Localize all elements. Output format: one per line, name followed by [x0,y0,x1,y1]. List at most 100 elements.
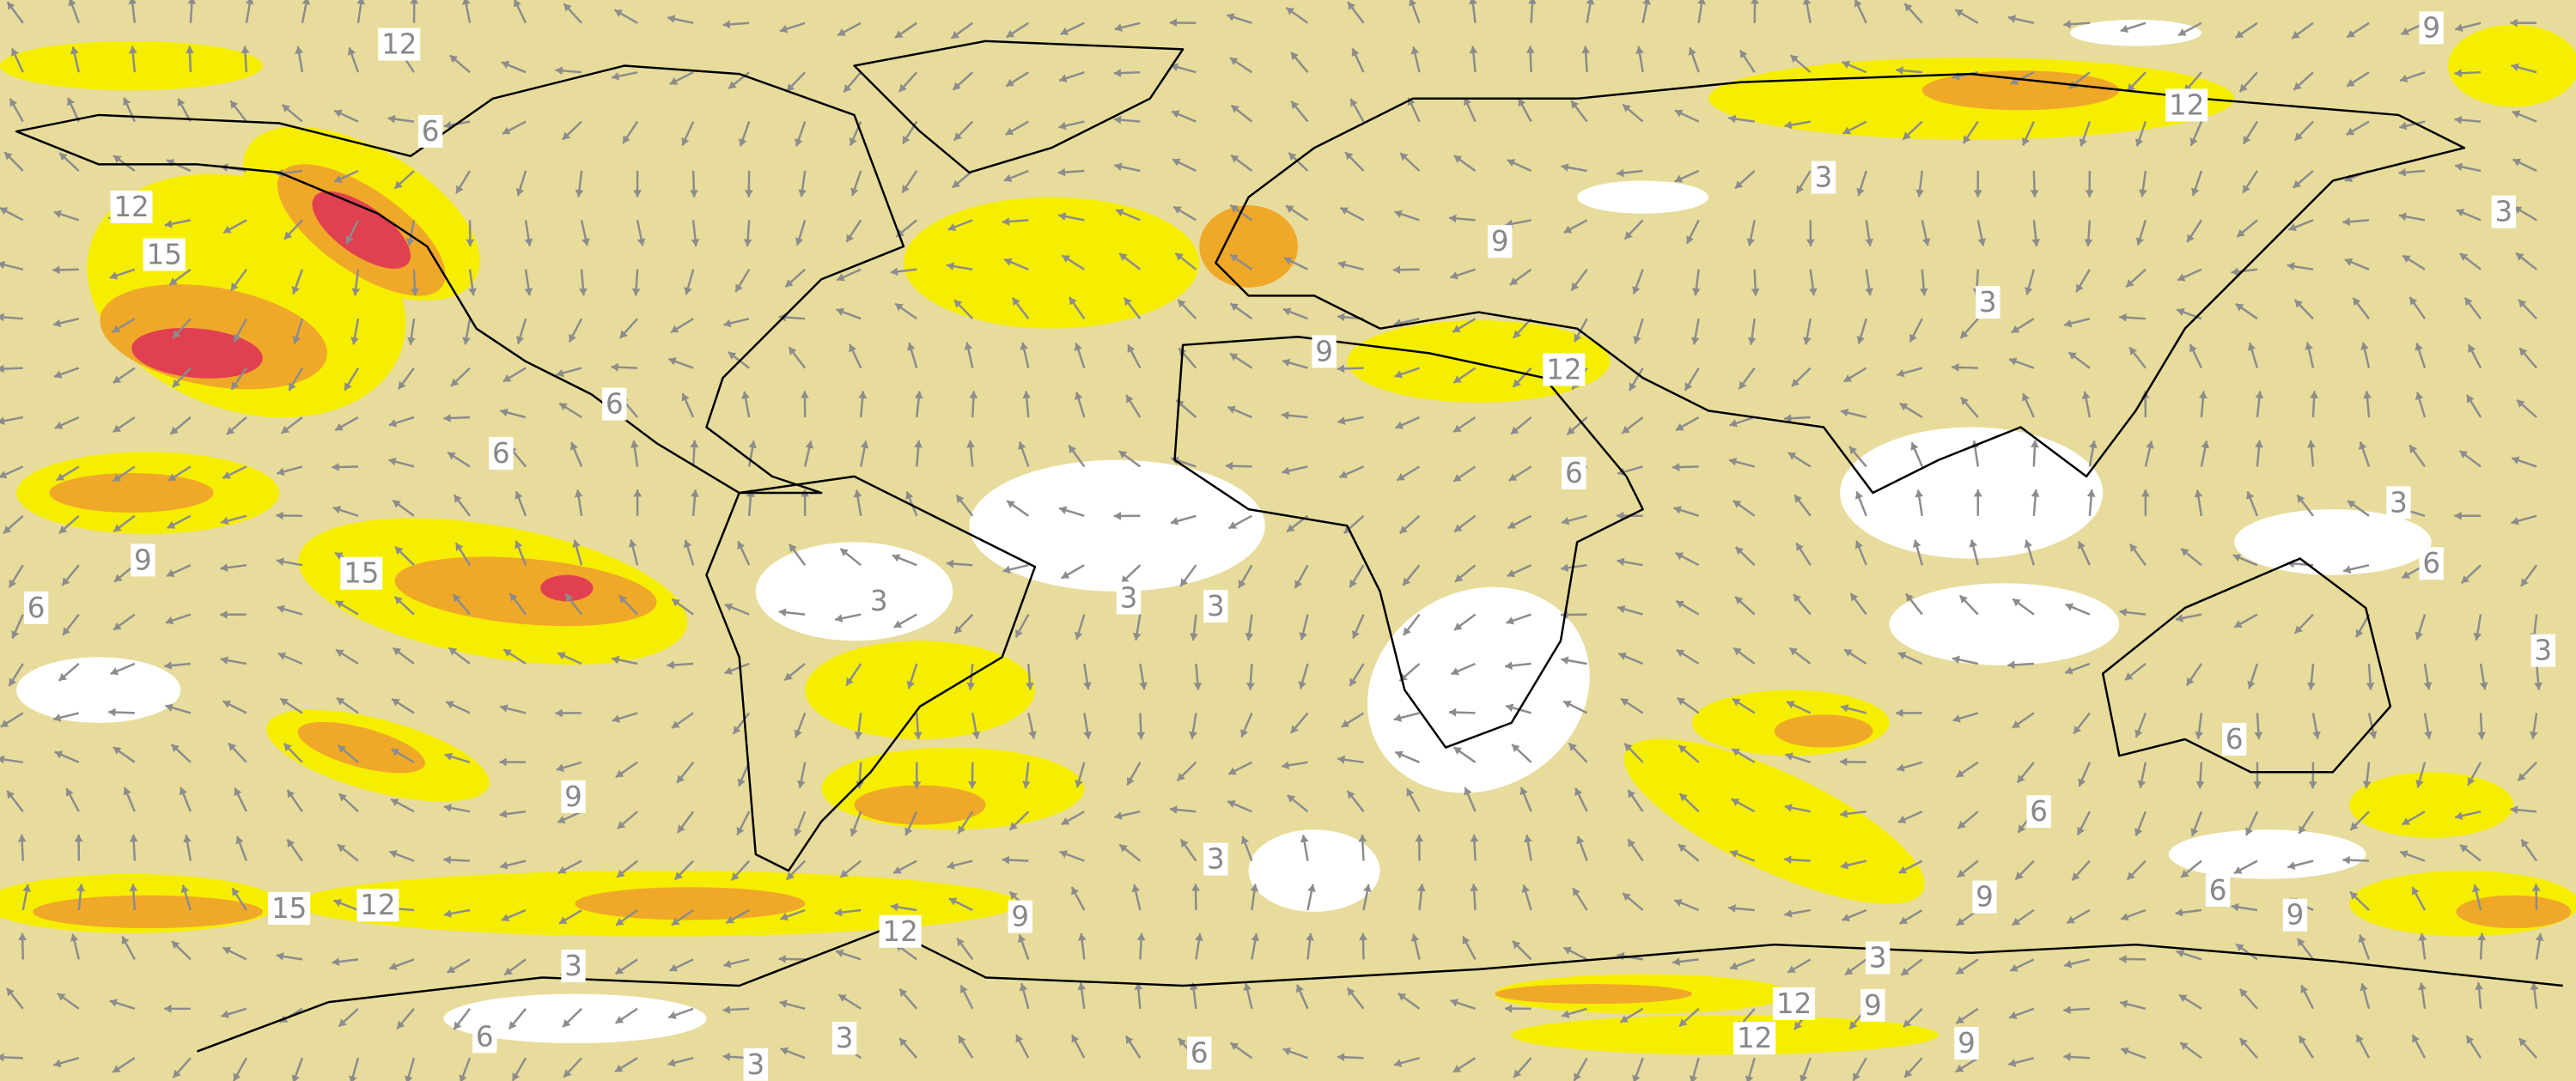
contour-region [2349,772,2514,838]
arrow-head [2121,913,2129,921]
arrow-head [335,600,344,609]
arrow-head [671,917,680,926]
arrow-head [1856,187,1865,197]
contour-label: 12 [1546,353,1581,386]
arrow-head [1956,966,1964,975]
contour-region [49,473,214,513]
arrow-head [893,865,902,874]
arrow-head [1007,501,1015,509]
arrow-head [1865,288,1873,296]
label-box [2419,11,2444,45]
label-box [2205,873,2231,907]
arrow-head [1243,983,1252,992]
arrow-head [462,337,471,345]
contour-region [969,459,1265,592]
arrow-head [2201,440,2210,449]
arrow-head [113,424,122,433]
arrow-head [509,1020,517,1029]
label-box [340,556,383,590]
arrow-head [892,554,901,562]
arrow-head [1952,362,1959,372]
contour-label: 3 [2390,486,2408,519]
arrow-head [2464,297,2473,307]
arrow-head [1897,815,1907,823]
arrow-head [70,46,79,55]
arrow-head [672,598,680,607]
arrow-head [800,391,809,398]
arrow-head [1453,155,1463,163]
arrow-head [1454,524,1463,532]
arrow-head [1684,382,1693,391]
arrow-head [113,375,122,384]
arrow-head [2455,23,2463,33]
arrow-head [2297,938,2305,947]
arrow-head [1562,1010,1570,1018]
arrow-head [179,786,187,796]
label-box [867,585,892,618]
arrow-head [1453,747,1463,755]
arrow-head [2127,871,2135,880]
arrow-head [2010,76,2019,85]
arrow-head [669,963,679,972]
arrow-head [1071,1035,1080,1043]
arrow-head [2245,827,2254,836]
arrow-head [58,672,68,681]
arrow-head [674,871,683,880]
arrow-head [1677,697,1686,706]
arrow-head [2088,440,2098,449]
arrow-head [2454,69,2462,78]
arrow-head [971,731,981,739]
contour-label: 9 [564,780,582,813]
arrow-head [2360,983,2368,992]
australia [2101,557,2392,774]
arrow-head [456,185,464,194]
arrow-head [616,917,624,926]
arrow-head [344,382,352,391]
label-box [268,892,311,926]
arrow-head [2022,137,2031,146]
arrow-head [794,729,802,738]
arrow-head [2255,391,2264,399]
arrow-head [1621,698,1629,707]
arrow-head [1806,239,1815,247]
arrow-head [2346,127,2355,136]
arrow-head [948,897,958,906]
arrow-head [1228,521,1238,529]
arrow-head [1132,632,1142,641]
arrow-head [2129,347,2138,355]
arrow-head [667,660,675,670]
arrow-head [1561,656,1569,665]
arrow-head [220,563,228,573]
arrow-head [1006,29,1015,38]
arrow-head [1453,622,1463,630]
arrow-head [795,138,803,147]
arrow-head [1903,131,1911,140]
arrow-head [846,677,854,686]
arrow-head [113,1065,121,1072]
arrow-head [617,820,626,829]
arrow-head [59,153,68,161]
arrow-head [2398,212,2407,222]
arrow-head [336,649,344,658]
arrow-head [1915,489,1924,498]
arrow-head [612,655,620,665]
arrow-head [515,187,525,197]
arrow-head [2018,824,2026,833]
arrow-head [2366,683,2375,690]
arrow-head [1739,50,1748,59]
arrow-head [1896,66,1903,76]
arrow-head [1005,127,1014,136]
arrow-head [894,30,904,39]
arrow-head [778,954,786,963]
arrow-head [62,577,70,586]
africa [1173,335,1644,749]
arrow-head [1728,114,1737,124]
arrow-head [2402,570,2410,579]
arrow-head [630,440,639,448]
arrow-head [1394,210,1403,219]
arrow-head [3,525,12,534]
arrow-head [1952,655,1960,665]
arrow-head [1617,511,1624,520]
arrow-head [172,940,180,950]
arrow-head [2009,357,2018,366]
